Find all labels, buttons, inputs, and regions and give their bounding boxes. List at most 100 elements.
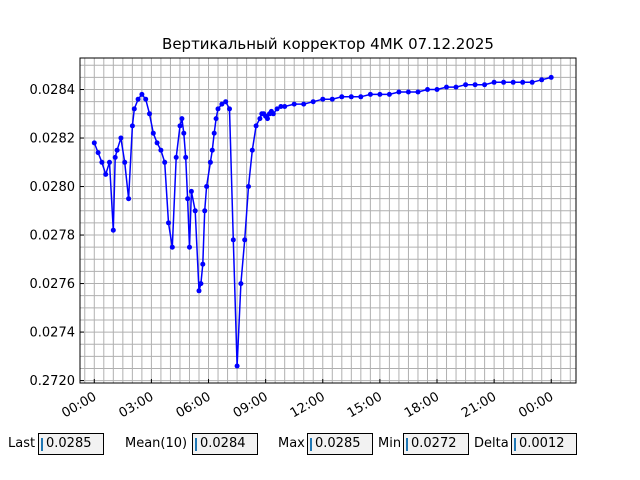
- data-point: [358, 94, 364, 100]
- data-point: [329, 96, 335, 102]
- data-point: [143, 96, 149, 102]
- data-point: [99, 159, 105, 165]
- data-point: [482, 82, 488, 88]
- data-point: [150, 130, 156, 136]
- data-point: [434, 87, 440, 92]
- data-point: [223, 99, 229, 105]
- data-point: [270, 111, 276, 117]
- data-point: [103, 171, 109, 177]
- data-point: [135, 96, 141, 102]
- data-point: [257, 116, 263, 122]
- data-point: [209, 147, 215, 153]
- data-point: [169, 244, 175, 250]
- data-point: [265, 116, 270, 122]
- data-point: [114, 147, 120, 153]
- data-point: [198, 281, 204, 287]
- data-point: [122, 159, 128, 165]
- x-tick-label: 06:00: [174, 389, 214, 421]
- mean-value-field[interactable]: 0.0284: [192, 433, 258, 455]
- data-point: [377, 91, 383, 97]
- plot-frame: [79, 57, 577, 384]
- data-point: [520, 79, 526, 85]
- data-point: [234, 363, 240, 369]
- data-point: [204, 184, 210, 189]
- x-tick-label: 18:00: [402, 389, 442, 421]
- data-point: [207, 159, 213, 165]
- y-tick-label: 0.0274: [30, 326, 76, 341]
- data-point: [188, 188, 194, 194]
- text-cursor: [195, 438, 197, 451]
- data-point: [112, 154, 118, 160]
- data-point: [215, 106, 221, 112]
- data-point: [529, 79, 535, 85]
- series-points: [91, 74, 554, 369]
- data-point: [185, 196, 191, 202]
- data-point: [196, 288, 202, 294]
- data-point: [173, 154, 179, 160]
- data-point: [472, 82, 478, 88]
- data-point: [154, 140, 160, 146]
- x-tick-label: 00:00: [59, 389, 99, 421]
- data-point: [396, 89, 402, 95]
- data-point: [339, 94, 345, 100]
- y-tick-label: 0.0284: [30, 83, 76, 98]
- min-value-field[interactable]: 0.0272: [403, 433, 469, 455]
- x-axis: 00:00 03:00 06:00 09:00 12:00 15:00 18:00 21:00…: [59, 379, 556, 421]
- text-cursor: [310, 438, 312, 451]
- data-point: [219, 101, 225, 107]
- delta-value-field[interactable]: 0.0012: [511, 433, 577, 455]
- x-tick-label: 15:00: [345, 389, 385, 421]
- data-point: [491, 79, 497, 85]
- data-point: [282, 104, 288, 109]
- data-point: [110, 227, 116, 233]
- data-point: [253, 123, 259, 129]
- data-point: [310, 99, 316, 105]
- delta-label: Delta: [474, 436, 509, 451]
- y-tick-label: 0.0280: [30, 180, 76, 195]
- min-label: Min: [378, 436, 402, 451]
- y-tick-label: 0.0282: [30, 132, 76, 147]
- last-label: Last: [8, 436, 36, 451]
- data-point: [425, 87, 430, 92]
- data-point: [274, 106, 280, 112]
- data-point: [166, 220, 171, 226]
- last-value: 0.0285: [46, 436, 92, 451]
- grid: [80, 58, 576, 383]
- mean-value: 0.0284: [200, 436, 246, 451]
- data-point: [242, 237, 248, 243]
- data-point: [453, 84, 459, 90]
- data-point: [200, 261, 206, 267]
- data-point: [192, 208, 198, 214]
- text-cursor: [514, 438, 516, 451]
- data-point: [187, 244, 192, 250]
- max-value-field[interactable]: 0.0285: [307, 433, 373, 455]
- x-tick-label: 21:00: [459, 389, 499, 421]
- y-axis: 0.2720 0.0274 0.0276 0.0278 0.0280 0.0282 0.02…: [30, 83, 84, 389]
- data-point: [367, 91, 373, 97]
- data-point: [249, 147, 255, 153]
- text-cursor: [406, 438, 408, 451]
- data-point: [230, 237, 236, 243]
- data-point: [158, 147, 164, 153]
- data-point: [386, 91, 392, 97]
- chart-title: Вертикальный корректор 4МК 07.12.2025: [162, 35, 494, 53]
- data-point: [548, 74, 554, 80]
- min-value: 0.0272: [411, 436, 457, 451]
- data-point: [181, 130, 187, 136]
- last-value-field[interactable]: 0.0285: [38, 433, 104, 455]
- data-point: [348, 94, 354, 100]
- data-point: [95, 150, 101, 156]
- data-point: [129, 123, 135, 129]
- data-point: [415, 89, 421, 95]
- y-tick-label: 0.0276: [30, 277, 76, 292]
- data-point: [238, 281, 244, 287]
- data-point: [246, 184, 251, 189]
- data-point: [301, 101, 307, 107]
- data-point: [320, 96, 326, 102]
- text-cursor: [41, 438, 43, 451]
- max-value: 0.0285: [315, 436, 361, 451]
- x-tick-label: 00:00: [516, 389, 556, 421]
- data-point: [463, 82, 469, 88]
- data-point: [405, 89, 411, 95]
